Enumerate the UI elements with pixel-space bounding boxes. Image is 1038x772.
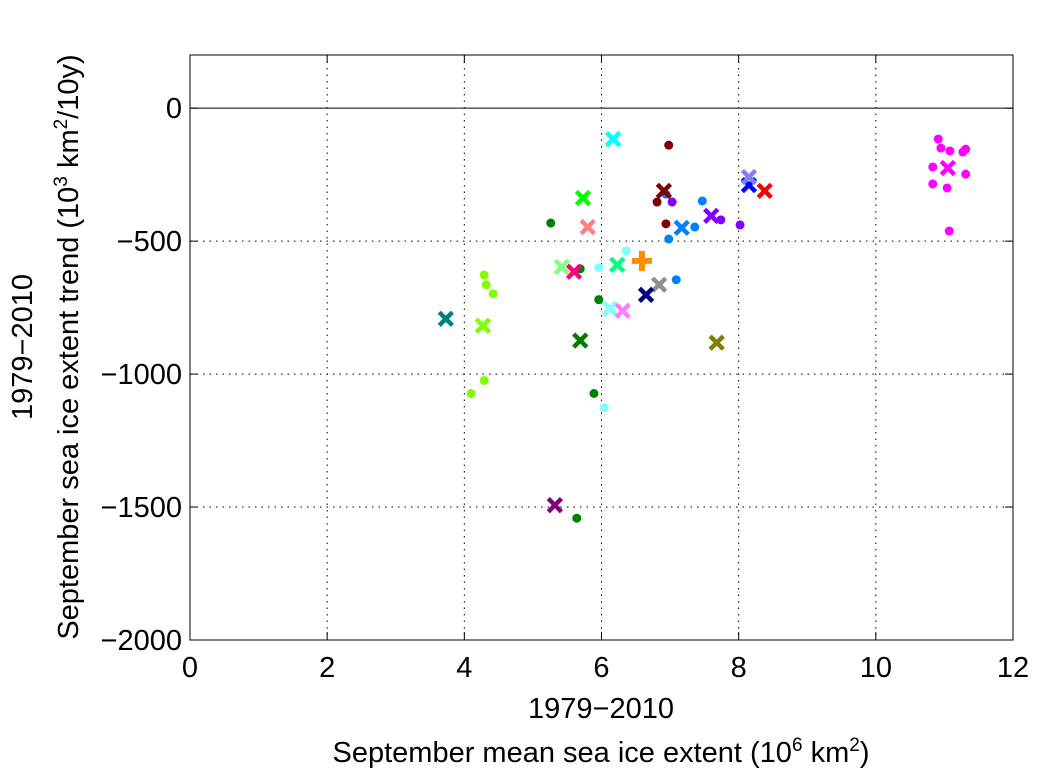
data-point-cross (708, 334, 725, 351)
data-point-cross (579, 218, 596, 236)
x-tick-label: 12 (997, 652, 1029, 684)
data-point-circle (594, 295, 604, 305)
y-tick-label: 0 (166, 93, 182, 125)
data-point-cross (673, 219, 690, 237)
x-axis-label: September mean sea ice extent (106 km2) (333, 735, 870, 769)
data-point-circle (735, 220, 745, 230)
data-point-circle (664, 140, 674, 150)
data-point-cross (740, 168, 758, 186)
data-point-cross (546, 497, 564, 514)
data-point-circle (466, 389, 476, 399)
data-point-circle (936, 143, 946, 153)
grid-lines (189, 55, 1014, 641)
tick-labels: 0 2 4 6 8 10 12 −2000 −1500 −1000 −500 0 (101, 93, 1030, 684)
data-point-circle (621, 246, 631, 256)
x-axis-label-period: 1979−2010 (528, 693, 674, 725)
data-point-circle (488, 289, 498, 299)
data-point-cross (565, 263, 583, 280)
data-point-cross (655, 182, 673, 200)
data-point-circle (479, 270, 489, 280)
data-point-circle (961, 144, 971, 154)
data-point-circle (690, 222, 700, 232)
data-point-cross (437, 310, 454, 327)
data-point-circle (481, 280, 491, 290)
data-point-circle (928, 162, 938, 172)
data-point-cross (756, 182, 773, 200)
x-tick-label: 10 (860, 652, 892, 684)
data-point-circle (652, 197, 662, 207)
data-point-circle (661, 219, 671, 229)
data-point-circle (479, 375, 489, 385)
data-point-cross (650, 276, 668, 293)
data-point-cross (574, 189, 592, 207)
data-point-circle (599, 403, 609, 413)
data-point-cross (614, 302, 631, 319)
data-point-cross (703, 207, 720, 225)
data-point-circle (697, 196, 707, 206)
y-axis-label: September sea ice extent trend (103 km2/… (51, 54, 85, 639)
data-point-cross (637, 286, 655, 304)
data-point-circle (961, 169, 971, 179)
data-point-cross (553, 258, 570, 276)
y-tick-label: −1000 (101, 359, 182, 391)
data-point-cross (474, 317, 492, 334)
data-point-circle (933, 134, 943, 144)
y-tick-label: −2000 (101, 625, 182, 657)
plot-frame (189, 54, 1014, 641)
data-point-circle (671, 275, 681, 285)
data-point-circle (942, 183, 952, 193)
data-point-circle (928, 179, 938, 189)
data-point-circle (572, 513, 582, 523)
x-tick-label: 8 (731, 652, 747, 684)
data-point-plus (631, 250, 652, 271)
data-point-circle (594, 263, 604, 273)
data-point-circle (716, 215, 726, 225)
data-point-cross (939, 159, 957, 177)
data-point-cross (572, 332, 589, 349)
x-tick-label: 2 (319, 652, 335, 684)
data-point-circle (667, 197, 677, 207)
x-tick-label: 6 (593, 652, 609, 684)
y-axis-label-period: 1979−2010 (7, 274, 39, 420)
y-tick-label: −1500 (101, 492, 182, 524)
data-point-cross (609, 256, 626, 273)
x-tick-label: 0 (182, 652, 198, 684)
data-point-cross (601, 300, 618, 317)
data-point-circle (664, 234, 674, 244)
x-tick-label: 4 (456, 652, 472, 684)
data-points (437, 130, 971, 523)
data-point-circle (546, 218, 556, 228)
data-point-circle (945, 146, 955, 156)
data-point-circle (944, 226, 954, 236)
data-point-circle (589, 389, 599, 399)
data-point-cross (604, 130, 622, 148)
y-tick-label: −500 (117, 226, 182, 258)
